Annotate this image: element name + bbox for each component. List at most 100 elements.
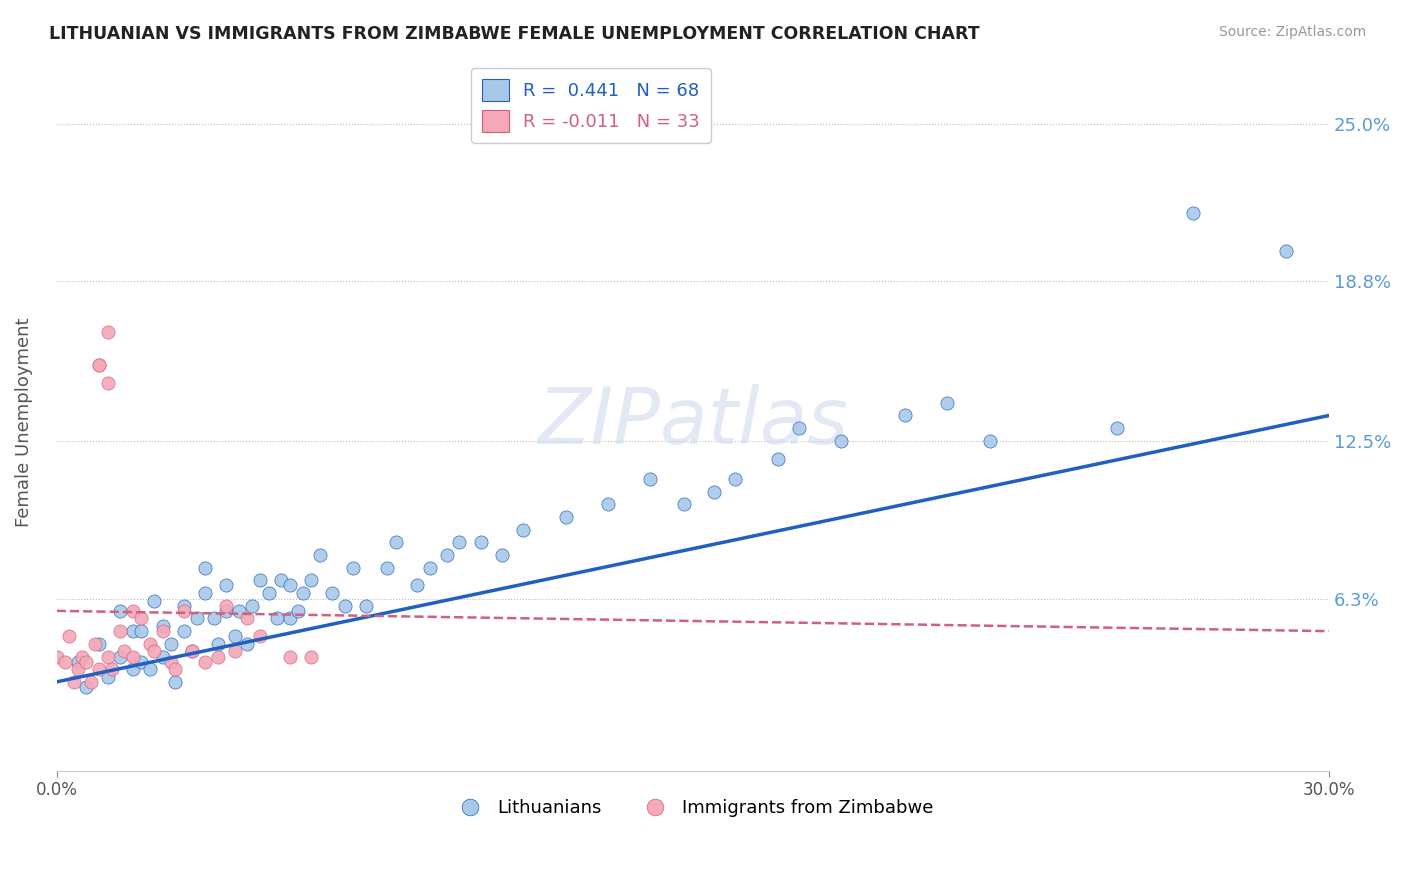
Point <box>87 662 110 676</box>
Point <box>181 644 204 658</box>
Point <box>333 599 356 613</box>
Point <box>87 358 110 372</box>
Point <box>194 655 217 669</box>
Point <box>110 604 132 618</box>
Text: ZIPatlas: ZIPatlas <box>537 384 848 460</box>
Point <box>640 472 662 486</box>
Point <box>1275 244 1298 258</box>
Point <box>787 421 810 435</box>
Point <box>228 604 250 618</box>
Point <box>207 649 229 664</box>
Text: Source: ZipAtlas.com: Source: ZipAtlas.com <box>1219 25 1367 39</box>
Point <box>87 637 110 651</box>
Point <box>131 611 153 625</box>
Point <box>139 662 162 676</box>
Point <box>936 396 959 410</box>
Point <box>766 451 789 466</box>
Point <box>406 578 429 592</box>
Point <box>58 629 80 643</box>
Point <box>240 599 263 613</box>
Point <box>449 535 471 549</box>
Point <box>122 662 145 676</box>
Point <box>342 560 364 574</box>
Point <box>278 611 301 625</box>
Point <box>377 560 399 574</box>
Point <box>207 637 229 651</box>
Point <box>66 655 89 669</box>
Point <box>266 611 288 625</box>
Point <box>131 655 153 669</box>
Point <box>224 629 246 643</box>
Point <box>122 624 145 639</box>
Point <box>139 637 162 651</box>
Point <box>79 674 101 689</box>
Point <box>249 574 271 588</box>
Point <box>287 604 309 618</box>
Point <box>160 655 183 669</box>
Point <box>491 548 513 562</box>
Point <box>236 637 259 651</box>
Point <box>215 604 238 618</box>
Point <box>291 586 314 600</box>
Point <box>202 611 225 625</box>
Point <box>114 644 136 658</box>
Point <box>45 649 67 664</box>
Point <box>75 655 97 669</box>
Point <box>270 574 292 588</box>
Point <box>979 434 1001 448</box>
Point <box>215 599 238 613</box>
Point <box>236 611 259 625</box>
Point <box>160 637 183 651</box>
Point <box>165 674 187 689</box>
Point <box>436 548 458 562</box>
Point <box>278 578 301 592</box>
Point <box>278 649 301 664</box>
Point <box>1105 421 1128 435</box>
Text: LITHUANIAN VS IMMIGRANTS FROM ZIMBABWE FEMALE UNEMPLOYMENT CORRELATION CHART: LITHUANIAN VS IMMIGRANTS FROM ZIMBABWE F… <box>49 25 980 43</box>
Point <box>87 358 110 372</box>
Point <box>143 593 166 607</box>
Point <box>96 376 118 390</box>
Point <box>673 497 696 511</box>
Point <box>96 325 118 339</box>
Point <box>53 655 76 669</box>
Point <box>419 560 441 574</box>
Point <box>470 535 492 549</box>
Point <box>186 611 208 625</box>
Point <box>110 624 132 639</box>
Point <box>165 662 187 676</box>
Point <box>173 624 195 639</box>
Point <box>308 548 330 562</box>
Point <box>110 649 132 664</box>
Point <box>830 434 852 448</box>
Point <box>703 484 725 499</box>
Point <box>724 472 747 486</box>
Y-axis label: Female Unemployment: Female Unemployment <box>15 317 32 526</box>
Point <box>122 649 145 664</box>
Legend: Lithuanians, Immigrants from Zimbabwe: Lithuanians, Immigrants from Zimbabwe <box>444 792 941 824</box>
Point <box>70 649 93 664</box>
Point <box>173 604 195 618</box>
Point <box>96 649 118 664</box>
Point <box>83 637 105 651</box>
Point <box>224 644 246 658</box>
Point <box>152 649 174 664</box>
Point <box>299 649 322 664</box>
Point <box>321 586 343 600</box>
Point <box>354 599 377 613</box>
Point <box>96 670 118 684</box>
Point <box>122 604 145 618</box>
Point <box>257 586 280 600</box>
Point <box>143 644 166 658</box>
Point <box>75 680 97 694</box>
Point <box>66 662 89 676</box>
Point <box>152 619 174 633</box>
Point <box>1182 205 1205 219</box>
Point <box>194 586 217 600</box>
Point <box>299 574 322 588</box>
Point <box>131 624 153 639</box>
Point <box>512 523 534 537</box>
Point <box>62 674 84 689</box>
Point <box>894 409 917 423</box>
Point <box>181 644 204 658</box>
